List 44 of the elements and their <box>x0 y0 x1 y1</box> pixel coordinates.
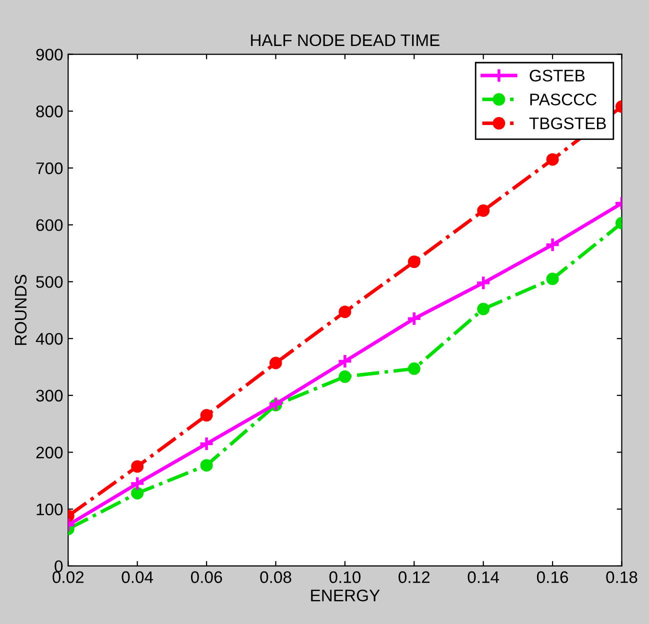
point <box>477 204 490 217</box>
x-tick-label: 0.10 <box>329 571 361 584</box>
point <box>200 459 213 472</box>
x-tick-label: 0.12 <box>398 571 430 584</box>
y-tick-label: 500 <box>36 276 63 288</box>
chart-title: HALF NODE DEAD TIME <box>251 34 440 46</box>
x-axis-title: ENERGY <box>311 590 380 602</box>
point <box>546 153 559 166</box>
x-tick-label: 0.06 <box>190 571 222 584</box>
y-tick-label: 300 <box>36 390 63 402</box>
y-tick-label: 100 <box>36 504 63 516</box>
point <box>338 370 352 383</box>
x-tick-label: 0.16 <box>536 571 568 584</box>
point <box>269 356 282 370</box>
point <box>130 476 145 492</box>
y-tick-label: 800 <box>36 106 63 118</box>
point <box>544 237 560 252</box>
point <box>131 460 144 473</box>
y-tick-label: 200 <box>36 446 63 458</box>
point <box>408 362 420 375</box>
x-tick-label: 0.14 <box>468 571 500 584</box>
y-tick-label: 900 <box>36 48 63 60</box>
x-tick-label: 0.08 <box>260 571 292 584</box>
y-tick-label: 700 <box>36 162 63 174</box>
point <box>198 436 214 452</box>
x-tick-label: 0.02 <box>52 571 84 584</box>
legend-label: PASCCC <box>530 94 597 106</box>
point <box>408 256 420 268</box>
point <box>476 275 491 290</box>
legend-label: GSTEB <box>530 70 585 82</box>
point <box>546 272 559 286</box>
x-tick-label: 0.04 <box>122 571 154 584</box>
x-tick-label: 0.18 <box>606 571 638 584</box>
point <box>338 306 352 318</box>
point <box>200 409 213 422</box>
y-tick-label: 400 <box>36 332 63 345</box>
point <box>477 302 490 316</box>
point <box>337 354 353 369</box>
legend-label: TBGSTEB <box>529 117 606 130</box>
y-tick-label: 600 <box>36 219 63 232</box>
y-axis-title: ROUNDS <box>14 274 27 345</box>
point <box>406 311 422 326</box>
y-tick-label: 0 <box>54 560 63 572</box>
point <box>131 486 144 500</box>
